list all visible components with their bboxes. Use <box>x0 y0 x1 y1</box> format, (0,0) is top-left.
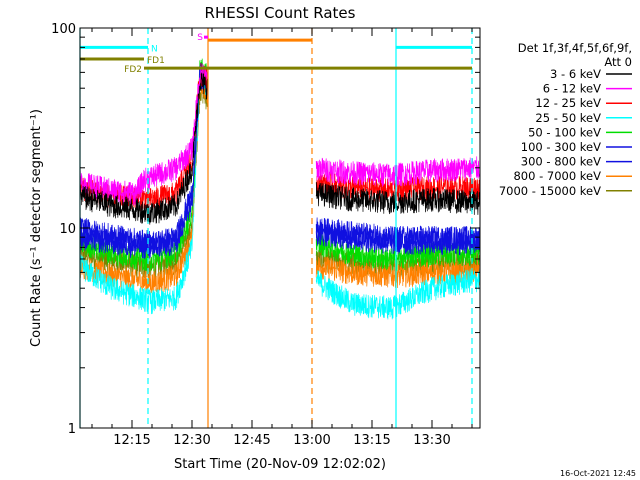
legend-label-2: 6 - 12 keV <box>543 82 601 96</box>
legend-label-9: 7000 - 15000 keV <box>499 184 601 198</box>
flag-label-2: FD1 <box>147 56 165 66</box>
legend-label-7: 300 - 800 keV <box>521 155 601 169</box>
x-tick-label-3: 12:45 <box>233 433 270 448</box>
y-tick-label-2: 10 <box>59 222 76 237</box>
x-tick-label-1: 12:15 <box>113 433 150 448</box>
legend-label-8: 800 - 7000 keV <box>513 169 601 183</box>
legend-label-6: 100 - 300 keV <box>521 140 601 154</box>
legend-label-1: 3 - 6 keV <box>550 67 601 81</box>
footer-date: 16-Oct-2021 12:45 <box>560 469 636 478</box>
chart-title: RHESSI Count Rates <box>205 4 356 22</box>
legend-label-4: 25 - 50 keV <box>535 111 601 125</box>
series-line-6 <box>79 62 481 255</box>
flag-label-1: N <box>151 44 158 54</box>
x-tick-label-5: 13:15 <box>353 433 390 448</box>
x-tick-label-4: 13:00 <box>293 433 330 448</box>
plot-area: N FD1 FD2 S <box>79 28 481 428</box>
y-tick-label-3: 100 <box>51 22 76 37</box>
flag-label-4: S <box>197 33 203 43</box>
flag-label-3: FD2 <box>124 65 142 75</box>
legend-label-5: 50 - 100 keV <box>528 125 601 139</box>
x-tick-label-6: 13:30 <box>413 433 450 448</box>
y-axis-label: Count Rate (s⁻¹ detector segment⁻¹) <box>29 109 44 347</box>
series-line-1 <box>79 72 481 225</box>
x-tick-label-2: 12:30 <box>173 433 210 448</box>
legend-label-3: 12 - 25 keV <box>535 96 601 110</box>
legend-header-line-2: Att 0 <box>604 55 632 69</box>
x-axis-label: Start Time (20-Nov-09 12:02:02) <box>174 457 386 472</box>
axis-ticks: 12:15 12:30 12:45 13:00 13:15 13:30 1 10 100 <box>51 22 480 448</box>
series-line-2 <box>79 64 481 206</box>
series-line-4 <box>79 64 481 320</box>
legend-header-line-1: Det 1f,3f,4f,5f,6f,9f, <box>518 41 632 55</box>
series-line-7 <box>79 66 481 260</box>
y-tick-label-1: 1 <box>68 422 76 437</box>
